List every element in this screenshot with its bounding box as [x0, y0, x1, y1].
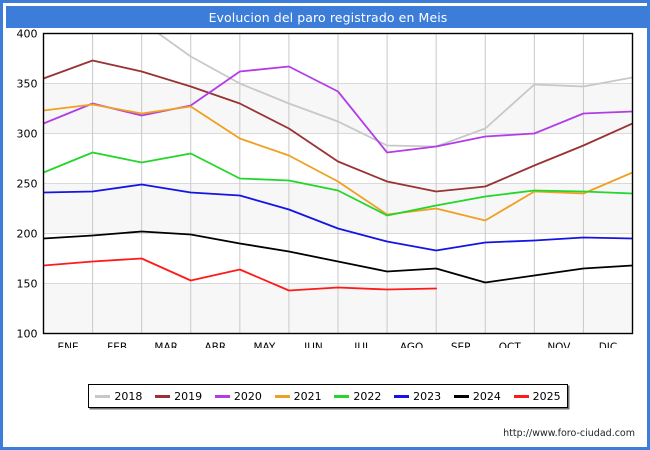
series-line-2020	[43, 65, 633, 154]
plot-border	[42, 32, 634, 335]
legend-label: 2023	[413, 389, 442, 403]
legend-item-2019[interactable]: 2019	[155, 390, 202, 403]
legend-item-2020[interactable]: 2020	[214, 389, 262, 403]
legend-item-2023[interactable]: 2023	[394, 390, 441, 403]
y-tick-label: 100	[17, 328, 38, 341]
series-line-2025	[43, 257, 438, 292]
x-tick-label: ABR	[204, 342, 226, 349]
x-tick-label: NOV	[547, 342, 571, 349]
x-tick-label: OCT	[499, 342, 522, 349]
legend-label: 2024	[472, 389, 501, 403]
x-tick-label: MAY	[253, 342, 275, 349]
y-tick-label: 400	[17, 28, 38, 41]
legend-color-swatch	[334, 394, 350, 398]
y-axis-tick-labels: 100 150 200 250 300 350 400	[17, 28, 38, 341]
legend-label: 2018	[114, 389, 143, 403]
legend-item-2021[interactable]: 2021	[274, 389, 322, 403]
series-line-2019	[43, 59, 633, 193]
x-tick-label: DIC	[599, 342, 618, 349]
x-tick-label: FEB	[107, 342, 127, 349]
series-line-2021	[43, 103, 633, 222]
x-tick-label: AGO	[400, 342, 423, 349]
series-lines	[43, 33, 633, 292]
legend-item-2018[interactable]: 2018	[95, 390, 142, 403]
y-tick-label: 150	[17, 278, 38, 291]
legend-item-2024[interactable]: 2024	[453, 389, 501, 403]
legend-color-swatch	[513, 394, 529, 398]
y-tick-label: 200	[17, 228, 38, 241]
legend-label: 2022	[353, 389, 382, 403]
line-chart: 100 150 200 250 300 350 400 ENE FEB MAR ABR MAY JUN…	[17, 28, 634, 349]
legend-color-swatch	[95, 394, 111, 398]
window-title-bar: Evolucion del paro registrado en Meis	[6, 6, 650, 28]
legend-item-2022[interactable]: 2022	[334, 390, 381, 403]
source-watermark: http://www.foro-ciudad.com	[503, 428, 635, 439]
series-line-2022	[43, 151, 633, 217]
chart-legend: 2018 2019 2020 2021 2022 2023 2024 2025	[88, 384, 568, 408]
page-title: Evolucion del paro registrado en Meis	[208, 9, 448, 25]
legend-item-2025[interactable]: 2025	[513, 389, 561, 403]
x-axis-tick-labels: ENE FEB MAR ABR MAY JUN JUL AGO SEP OCT NOV DIC	[57, 342, 617, 349]
x-tick-label: SEP	[451, 342, 471, 349]
legend-label: 2020	[233, 389, 262, 403]
plot-area-container: 100 150 200 250 300 350 400 ENE FEB MAR ABR MAY JUN…	[3, 28, 650, 348]
legend-color-swatch	[214, 394, 230, 398]
legend-label: 2025	[532, 389, 561, 403]
x-tick-label: MAR	[154, 342, 178, 349]
y-tick-label: 350	[17, 78, 38, 91]
y-tick-label: 300	[17, 128, 38, 141]
legend-color-swatch	[274, 394, 290, 398]
legend-label: 2019	[174, 389, 203, 403]
y-tick-label: 250	[17, 178, 38, 191]
legend-color-swatch	[453, 394, 469, 398]
x-tick-label: JUL	[353, 342, 371, 349]
x-tick-label: ENE	[57, 342, 78, 349]
x-tick-label: JUN	[303, 342, 323, 349]
legend-color-swatch	[394, 394, 410, 398]
series-line-2018	[156, 33, 633, 148]
series-line-2023	[43, 183, 633, 252]
legend-label: 2021	[293, 389, 322, 403]
legend-color-swatch	[155, 394, 171, 398]
series-line-2024	[43, 230, 633, 284]
